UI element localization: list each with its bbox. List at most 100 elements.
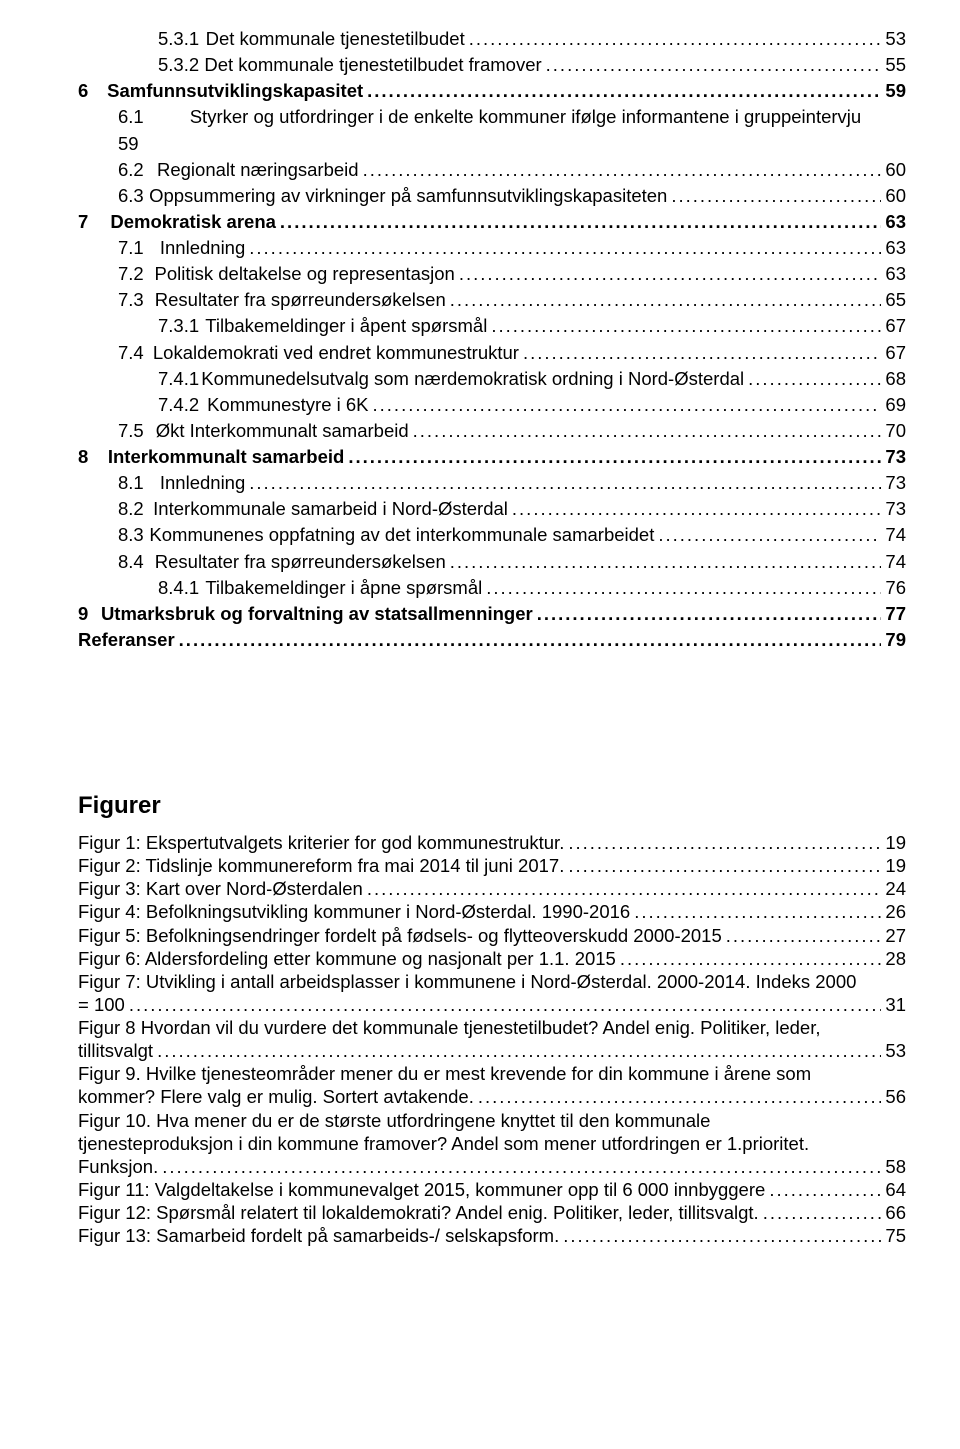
toc-title: Innledning xyxy=(160,471,245,494)
toc-entry: 7.3Resultater fra spørreundersøkelsen 65 xyxy=(78,288,906,311)
figure-page: 75 xyxy=(885,1224,906,1247)
toc-number: 6.1 xyxy=(118,105,144,128)
figure-page: 28 xyxy=(885,947,906,970)
toc-page: 65 xyxy=(885,288,906,311)
toc-leader-dots xyxy=(348,445,881,468)
toc-title: Referanser xyxy=(78,628,175,651)
toc-page: 68 xyxy=(885,367,906,390)
figure-entry: Figur 1: Ekspertutvalgets kriterier for … xyxy=(78,831,906,854)
toc-title: Oppsummering av virkninger på samfunnsut… xyxy=(149,184,667,207)
figure-entry: Figur 7: Utvikling i antall arbeidsplass… xyxy=(78,970,906,1016)
toc-title: Det kommunale tjenestetilbudet xyxy=(206,27,465,50)
toc-leader-dots xyxy=(280,210,882,233)
figure-leader-dots xyxy=(763,1201,882,1224)
figure-line: Figur 7: Utvikling i antall arbeidsplass… xyxy=(78,970,906,993)
figure-leader-dots xyxy=(367,877,882,900)
toc-entry: 7 Demokratisk arena 63 xyxy=(78,210,906,233)
figure-line-last: Figur 12: Spørsmål relatert til lokaldem… xyxy=(78,1201,906,1224)
figure-line-last: Figur 11: Valgdeltakelse i kommunevalget… xyxy=(78,1178,906,1201)
toc-number: 7 xyxy=(78,210,88,233)
figure-leader-dots xyxy=(634,900,881,923)
toc-entry: 5.3.1Det kommunale tjenestetilbudet 53 xyxy=(78,27,906,50)
figures-list: Figur 1: Ekspertutvalgets kriterier for … xyxy=(78,831,906,1247)
toc-number: 7.5 xyxy=(118,419,144,442)
figure-entry: Figur 6: Aldersfordeling etter kommune o… xyxy=(78,947,906,970)
figure-line-last: Figur 13: Samarbeid fordelt på samarbeid… xyxy=(78,1224,906,1247)
toc-leader-dots xyxy=(671,184,881,207)
toc-page: 70 xyxy=(885,419,906,442)
figure-line-last: Figur 4: Befolkningsutvikling kommuner i… xyxy=(78,900,906,923)
toc-leader-dots xyxy=(363,158,882,181)
toc-entry: 6Samfunnsutviklingskapasitet 59 xyxy=(78,79,906,102)
toc-title: Politisk deltakelse og representasjon xyxy=(155,262,455,285)
figure-entry: Figur 12: Spørsmål relatert til lokaldem… xyxy=(78,1201,906,1224)
toc-entry: 7.5Økt Interkommunalt samarbeid 70 xyxy=(78,419,906,442)
toc-leader-dots xyxy=(469,27,882,50)
toc-leader-dots xyxy=(748,367,881,390)
figure-leader-dots xyxy=(726,924,882,947)
figure-page: 24 xyxy=(885,877,906,900)
toc-page: 73 xyxy=(885,471,906,494)
figure-line-last: Figur 6: Aldersfordeling etter kommune o… xyxy=(78,947,906,970)
toc-number: 6.2 xyxy=(118,158,144,181)
toc-number: 6.3 xyxy=(118,184,144,207)
figure-entry: Figur 3: Kart over Nord-Østerdalen 24 xyxy=(78,877,906,900)
figure-page: 64 xyxy=(885,1178,906,1201)
table-of-contents: 5.3.1Det kommunale tjenestetilbudet 53 5.… xyxy=(78,27,906,651)
figure-line-last: Funksjon. 58 xyxy=(78,1155,906,1178)
toc-number: 6 xyxy=(78,79,88,102)
toc-page: 59 xyxy=(118,133,139,154)
toc-entry: 6.2Regionalt næringsarbeid 60 xyxy=(78,158,906,181)
toc-page: 74 xyxy=(885,523,906,546)
toc-number: 7.3.1 xyxy=(158,314,199,337)
toc-page: 79 xyxy=(885,628,906,651)
figure-page: 66 xyxy=(885,1201,906,1224)
toc-number: 9 xyxy=(78,602,88,625)
toc-page: 63 xyxy=(885,262,906,285)
figure-page: 53 xyxy=(885,1039,906,1062)
figure-text: Figur 12: Spørsmål relatert til lokaldem… xyxy=(78,1201,759,1224)
toc-number: 8.1 xyxy=(118,471,144,494)
toc-entry-continuation: 59 xyxy=(78,132,906,155)
figure-text: Figur 2: Tidslinje kommunereform fra mai… xyxy=(78,854,564,877)
figure-page: 19 xyxy=(885,831,906,854)
figure-page: 31 xyxy=(885,993,906,1016)
figure-text: Figur 3: Kart over Nord-Østerdalen xyxy=(78,877,363,900)
toc-title: Kommunenes oppfatning av det interkommun… xyxy=(149,523,654,546)
figure-line-last: tillitsvalgt 53 xyxy=(78,1039,906,1062)
toc-number: 8.4 xyxy=(118,550,144,573)
toc-leader-dots xyxy=(459,262,882,285)
toc-entry: 8.4Resultater fra spørreundersøkelsen 74 xyxy=(78,550,906,573)
figure-leader-dots xyxy=(620,947,882,970)
toc-page: 73 xyxy=(885,445,906,468)
figure-page: 56 xyxy=(885,1085,906,1108)
figure-line-last: = 100 31 xyxy=(78,993,906,1016)
toc-leader-dots xyxy=(179,628,882,651)
figures-heading: Figurer xyxy=(78,791,906,821)
toc-page: 67 xyxy=(885,341,906,364)
figure-leader-dots xyxy=(157,1039,881,1062)
toc-title: Det kommunale tjenestetilbudet framover xyxy=(204,53,541,76)
toc-number: 8.2 xyxy=(118,497,144,520)
toc-entry: 8.4.1Tilbakemeldinger i åpne spørsmål 76 xyxy=(78,576,906,599)
toc-title: Lokaldemokrati ved endret kommunestruktu… xyxy=(153,341,519,364)
toc-leader-dots xyxy=(373,393,882,416)
toc-title: Demokratisk arena xyxy=(110,210,276,233)
toc-title: Tilbakemeldinger i åpent spørsmål xyxy=(205,314,487,337)
toc-number: 7.3 xyxy=(118,288,144,311)
figure-entry: Figur 9. Hvilke tjenesteområder mener du… xyxy=(78,1062,906,1108)
figure-entry: Figur 11: Valgdeltakelse i kommunevalget… xyxy=(78,1178,906,1201)
figure-leader-dots xyxy=(563,1224,881,1247)
toc-leader-dots xyxy=(491,314,881,337)
figure-text: Figur 1: Ekspertutvalgets kriterier for … xyxy=(78,831,564,854)
toc-entry: 7.3.1Tilbakemeldinger i åpent spørsmål 6… xyxy=(78,314,906,337)
toc-entry: 8.3Kommunenes oppfatning av det interkom… xyxy=(78,523,906,546)
figure-text: Figur 5: Befolkningsendringer fordelt på… xyxy=(78,924,722,947)
toc-leader-dots xyxy=(367,79,881,102)
figure-leader-dots xyxy=(769,1178,881,1201)
toc-page: 63 xyxy=(885,210,906,233)
figure-entry: Figur 5: Befolkningsendringer fordelt på… xyxy=(78,924,906,947)
figure-leader-dots xyxy=(478,1085,882,1108)
toc-entry: 5.3.2Det kommunale tjenestetilbudet fram… xyxy=(78,53,906,76)
toc-page: 77 xyxy=(885,602,906,625)
